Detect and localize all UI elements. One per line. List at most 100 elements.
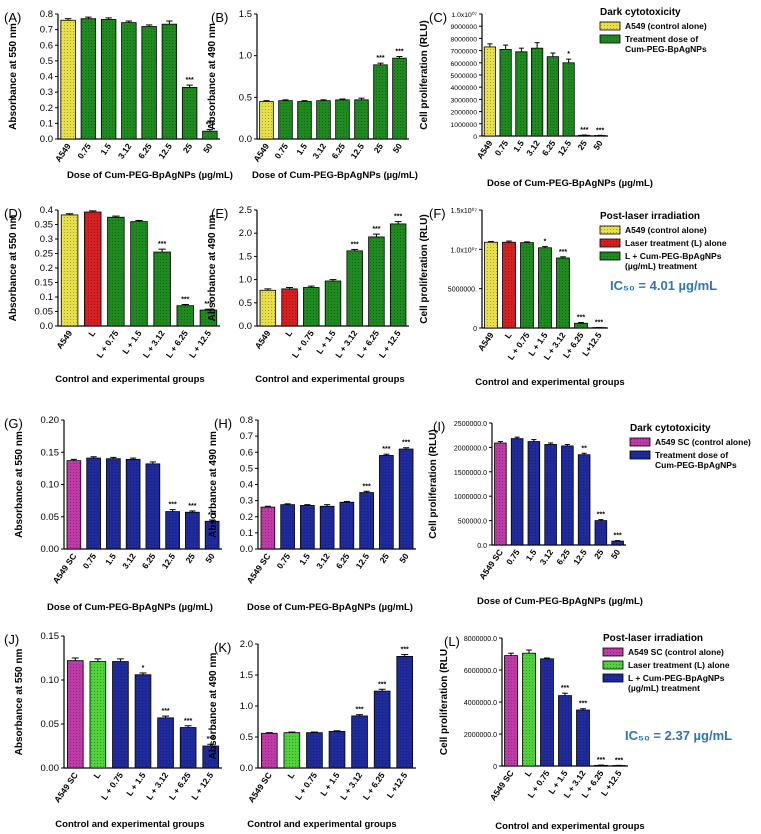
y-tick-label: 0 <box>473 134 477 141</box>
significance-mark: *** <box>401 647 409 654</box>
x-tick-label: L + 0.75 <box>290 328 316 360</box>
chart-panel-f: (F)Cell proliferation (RLU) 0 5000000. 1.0x… <box>419 206 727 388</box>
bar-texture <box>162 24 177 139</box>
x-tick-label: L + 12.5 <box>189 770 215 802</box>
significance-mark: *** <box>372 226 380 233</box>
bar-texture <box>205 521 220 549</box>
significance-mark: *** <box>206 122 214 129</box>
significance-mark: *** <box>580 127 588 134</box>
ic50-annotation: IC₅₀ = 4.01 µg/mL <box>610 278 717 293</box>
y-tick-label: 0.8 <box>40 9 53 20</box>
y-tick-label: 0.6 <box>40 40 53 51</box>
significance-mark: *** <box>615 757 623 764</box>
x-tick-label: 6.25 <box>540 138 558 158</box>
x-tick-label: 6.25 <box>334 551 352 571</box>
x-tick-label: 50 <box>397 551 411 565</box>
bar-texture <box>86 458 101 549</box>
x-tick-label: A549 SC <box>246 770 274 804</box>
bar-texture <box>316 100 331 139</box>
bar-texture <box>544 444 557 545</box>
x-tick-label: 1.5 <box>294 141 309 157</box>
x-tick-label: L <box>522 768 533 778</box>
x-tick-label: 50 <box>203 551 217 565</box>
legend-swatch-texture <box>600 252 620 260</box>
legend-label: Laser treatment (L) alone <box>625 238 727 248</box>
bar-texture <box>611 541 624 545</box>
bar-texture <box>373 64 388 139</box>
bar-texture <box>556 257 570 328</box>
y-tick-label: 0.4 <box>40 205 53 216</box>
x-tick-label: 1.5 <box>297 551 312 567</box>
y-tick-label: 0.10 <box>41 480 60 491</box>
bar-texture <box>515 51 528 136</box>
panel-label: (D) <box>4 206 22 221</box>
y-tick-label: 1.5 <box>240 670 253 681</box>
x-tick-label: 12.5 <box>571 547 589 567</box>
bar-texture <box>576 710 590 766</box>
y-tick-label: 4000000 <box>451 85 478 92</box>
bar-texture <box>547 56 559 137</box>
bar-texture <box>320 506 335 549</box>
legend-label: A549 SC (control alone) <box>628 647 724 657</box>
y-tick-label: 1000000 <box>451 122 478 129</box>
bar-texture <box>399 449 414 549</box>
x-axis-title: Control and experimental groups <box>475 377 624 388</box>
x-tick-label: 0.75 <box>493 138 511 158</box>
legend-swatch-texture <box>600 22 620 30</box>
significance-mark: *** <box>559 249 567 256</box>
legend-swatch-texture <box>630 451 650 459</box>
bar-texture <box>306 732 323 768</box>
x-tick-label: L <box>502 330 513 340</box>
bar-texture <box>202 746 219 768</box>
x-tick-label: 1.5 <box>524 547 539 563</box>
y-tick-label: 0.05 <box>35 307 54 318</box>
y-tick-label: 0.35 <box>35 220 54 231</box>
bar-texture <box>202 131 218 139</box>
bar-texture <box>200 310 217 326</box>
y-tick-label: 1.5x10⁰⁷ <box>451 207 478 215</box>
y-tick-label: 0.1 <box>240 528 253 539</box>
legend-label: L + Cum-PEG-BpAgNPs (µg/mL) treatment <box>628 673 725 693</box>
y-tick-label: 1.0x10⁰⁷ <box>451 246 478 254</box>
x-tick-label: 3.12 <box>120 551 138 571</box>
bar-texture <box>511 438 523 545</box>
significance-mark: ** <box>581 445 587 452</box>
y-tick-label: 0.5 <box>240 732 253 743</box>
y-tick-label: 8000000 <box>451 36 478 43</box>
x-tick-label: 12.5 <box>160 551 178 571</box>
y-tick-label: 0.7 <box>240 431 253 442</box>
legend-label: Treatment dose of Cum-PEG-BpAgNPs <box>625 34 707 54</box>
x-tick-label: A549 <box>53 141 73 164</box>
y-tick-label: 0.5 <box>40 56 53 67</box>
x-tick-label: L + 1.5 <box>124 770 148 798</box>
bar-texture <box>182 87 197 139</box>
bar-texture <box>558 695 572 766</box>
x-tick-label: L <box>285 770 296 780</box>
y-tick-label: 0.0 <box>40 134 53 145</box>
legend-title: Dark cytotoxicity <box>630 423 711 434</box>
bar-texture <box>261 733 278 768</box>
y-tick-label: 0.1 <box>40 118 53 129</box>
bar-texture <box>329 731 345 768</box>
y-tick-label: 0.05 <box>41 512 60 523</box>
x-tick-label: A549 <box>475 138 495 161</box>
legend-swatch-texture <box>603 661 623 669</box>
bar-texture <box>538 247 552 328</box>
bar-texture <box>67 660 84 768</box>
y-tick-label: 4000000.0 <box>464 700 497 707</box>
y-tick-label: 0 <box>493 764 497 771</box>
legend-swatch-texture <box>600 35 620 43</box>
x-axis-title: Control and experimental groups <box>247 819 396 830</box>
x-tick-label: L + 3.12 <box>141 328 167 360</box>
bar-texture <box>578 135 591 136</box>
bar-texture <box>368 236 385 326</box>
x-tick-label: 50 <box>201 141 215 155</box>
x-axis-title: Dose of Cum-PEG-BpAgNPs (µg/mL) <box>477 596 643 607</box>
bar-texture <box>484 242 498 328</box>
x-tick-label: A549 <box>251 141 271 164</box>
bar-texture <box>339 502 354 549</box>
bar-texture <box>354 99 369 139</box>
significance-mark: *** <box>597 757 605 764</box>
panel-label: (H) <box>214 416 232 431</box>
significance-mark: *** <box>561 685 569 692</box>
